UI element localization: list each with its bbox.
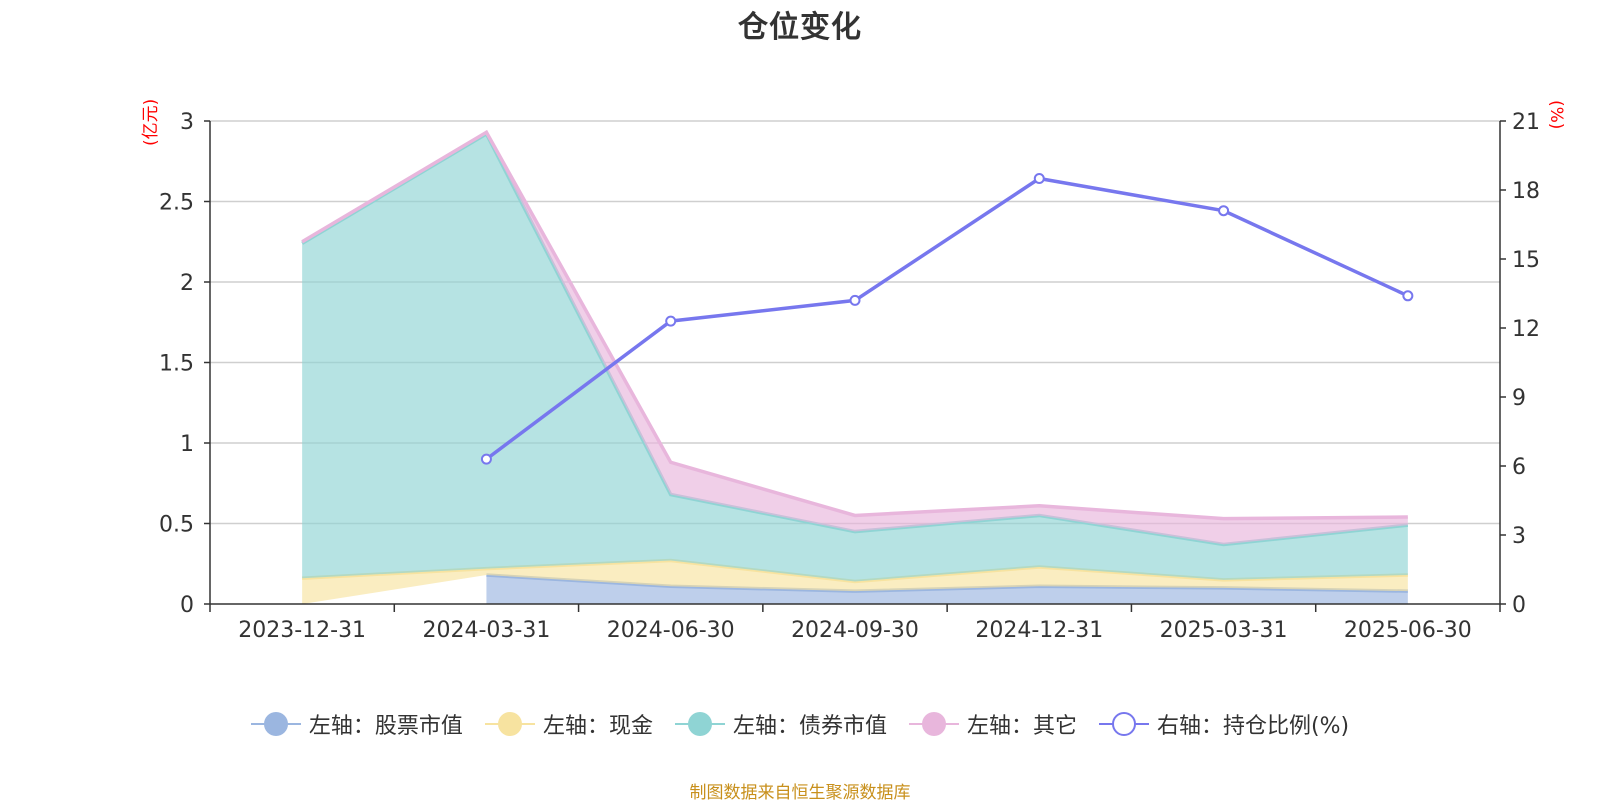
stacked-areas: [301, 129, 1409, 604]
legend-label: 左轴：其它: [966, 714, 1077, 739]
x-tick-label: 2023-12-31: [238, 618, 366, 643]
left-tick-label: 3: [180, 110, 194, 135]
right-tick-label: 6: [1512, 455, 1526, 480]
legend-label: 左轴：股票市值: [308, 714, 463, 739]
ratio-point: [1218, 205, 1230, 217]
x-tick-label: 2025-06-30: [1344, 618, 1472, 643]
ratio-point: [665, 315, 677, 327]
legend-marker-icon: [674, 710, 725, 738]
ratio-line: [485, 176, 1409, 461]
area-2: [302, 133, 1408, 582]
legend-marker-icon: [250, 710, 301, 738]
left-tick-label: 2.5: [159, 191, 194, 216]
legend-item[interactable]: 左轴：现金: [484, 708, 653, 740]
x-tick-label: 2024-06-30: [607, 618, 735, 643]
ratio-point: [480, 453, 492, 465]
legend-item[interactable]: 左轴：债券市值: [674, 708, 887, 740]
legend-marker-icon: [908, 710, 959, 738]
ratio-point: [1033, 173, 1045, 184]
left-tick-label: 2: [180, 271, 194, 296]
right-tick-label: 15: [1512, 248, 1540, 273]
chart-title: 仓位变化: [738, 10, 862, 45]
right-tick-label: 9: [1512, 386, 1526, 411]
legend-label: 右轴：持仓比例(%): [1156, 714, 1350, 739]
legend-marker-icon: [484, 710, 535, 738]
x-tick-label: 2024-09-30: [791, 618, 919, 643]
left-tick-label: 1: [180, 432, 194, 457]
axes: 0 0.5 1 1.5 2 2.5 3 0 3 6 9 12 15 18 21 2023-12-31 2024-…: [159, 110, 1540, 643]
legend-item[interactable]: 左轴：其它: [908, 708, 1077, 740]
legend-label: 左轴：现金: [542, 714, 653, 739]
right-tick-label: 0: [1512, 593, 1526, 618]
right-tick-label: 12: [1512, 317, 1540, 342]
ratio-point: [849, 294, 861, 306]
legend-item[interactable]: 左轴：股票市值: [250, 708, 463, 740]
data-source-note: 制图数据来自恒生聚源数据库: [689, 783, 911, 803]
ratio-point: [1402, 290, 1414, 302]
right-tick-label: 3: [1512, 524, 1526, 549]
left-tick-label: 1.5: [159, 352, 194, 377]
x-tick-label: 2024-12-31: [975, 618, 1103, 643]
right-tick-label: 21: [1512, 110, 1540, 135]
left-tick-label: 0.5: [159, 513, 194, 538]
holding-ratio-line: [480, 173, 1414, 465]
x-tick-label: 2025-03-31: [1160, 618, 1288, 643]
legend-marker-icon: [1098, 710, 1149, 738]
area-edge-3: [301, 129, 1408, 521]
left-tick-label: 0: [180, 593, 194, 618]
right-tick-label: 18: [1512, 179, 1540, 204]
legend-label: 左轴：债券市值: [732, 714, 887, 739]
legend: 左轴：股票市值 左轴：现金 左轴：债券市值 左轴：其它 右轴：持仓比例(%): [0, 708, 1600, 740]
x-tick-label: 2024-03-31: [422, 618, 550, 643]
legend-item[interactable]: 右轴：持仓比例(%): [1098, 708, 1350, 740]
